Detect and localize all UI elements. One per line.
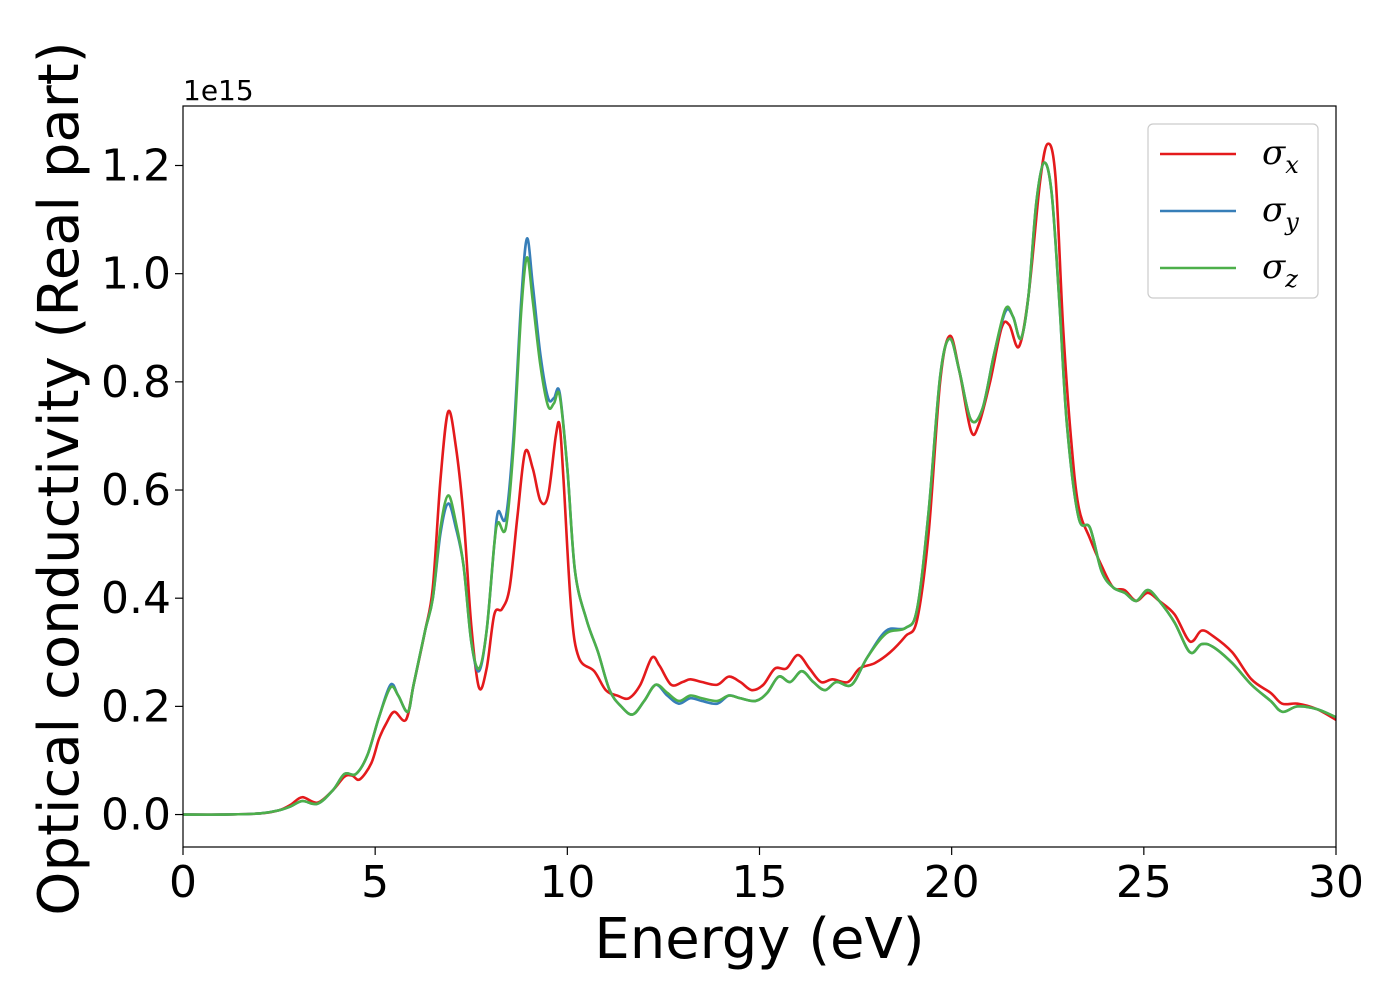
legend-symbol: σ (1262, 190, 1286, 230)
series-layer (183, 142, 1336, 816)
legend-item-x: σx (1160, 133, 1299, 179)
x-tick-label: 10 (539, 857, 595, 908)
x-tick-label: 30 (1308, 857, 1364, 908)
y-tick-label: 0.2 (101, 681, 171, 732)
y-tick-label: 0.6 (101, 465, 171, 516)
x-tick-label: 5 (361, 857, 389, 908)
y-tick-label: 1.0 (101, 249, 171, 300)
legend-subscript: x (1285, 151, 1299, 179)
legend-subscript: z (1284, 265, 1298, 293)
y-tick-label: 0.0 (101, 790, 171, 841)
x-tick-label: 20 (924, 857, 980, 908)
legend-label: σy (1262, 190, 1299, 236)
x-tick-label: 25 (1116, 857, 1172, 908)
legend-subscript: y (1284, 208, 1299, 236)
x-axis: 0 5 10 15 20 25 30 (169, 847, 1364, 908)
legend-item-z: σz (1160, 247, 1298, 293)
y-tick-label: 0.4 (101, 573, 171, 624)
legend-symbol: σ (1262, 133, 1286, 173)
x-tick-label: 15 (732, 857, 788, 908)
legend-label: σz (1262, 247, 1298, 293)
legend-symbol: σ (1262, 247, 1286, 287)
y-axis: 0.0 0.2 0.4 0.6 0.8 1.0 1.2 (101, 140, 183, 841)
x-tick-label: 0 (169, 857, 197, 908)
x-axis-label: Energy (eV) (594, 907, 924, 972)
y-tick-label: 0.8 (101, 357, 171, 408)
legend-label: σx (1262, 133, 1299, 179)
series-line-z (183, 161, 1336, 816)
legend-item-y: σy (1160, 190, 1299, 236)
y-axis-offset-label: 1e15 (183, 74, 254, 107)
y-axis-label: Optical conductivity (Real part) (27, 41, 92, 915)
y-tick-label: 1.2 (101, 140, 171, 191)
